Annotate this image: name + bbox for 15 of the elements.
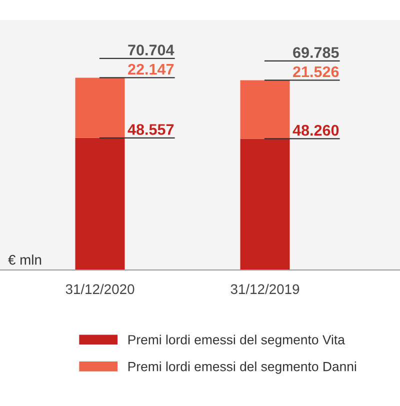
total-label: 69.785 [293, 47, 339, 58]
bar [240, 138, 290, 270]
data-label: 48.557 [128, 124, 174, 135]
data-label: 48.260 [292, 124, 339, 136]
bar [75, 78, 125, 138]
x-tick-label: 31/12/2019 [230, 284, 300, 294]
legend-label: Premi lordi emessi del segmento Vita [128, 334, 345, 348]
total-label: 70.704 [128, 44, 174, 56]
y-axis-title: € mln [8, 254, 42, 265]
bar [75, 138, 125, 270]
x-tick-label: 31/12/2020 [66, 284, 134, 294]
bar [240, 80, 290, 139]
data-label: 22.147 [128, 64, 174, 75]
data-label: 21.526 [293, 66, 339, 78]
legend-label: Premi lordi emessi del segmento Danni [128, 362, 356, 374]
